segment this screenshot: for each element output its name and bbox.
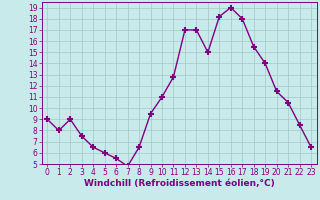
X-axis label: Windchill (Refroidissement éolien,°C): Windchill (Refroidissement éolien,°C) <box>84 179 275 188</box>
